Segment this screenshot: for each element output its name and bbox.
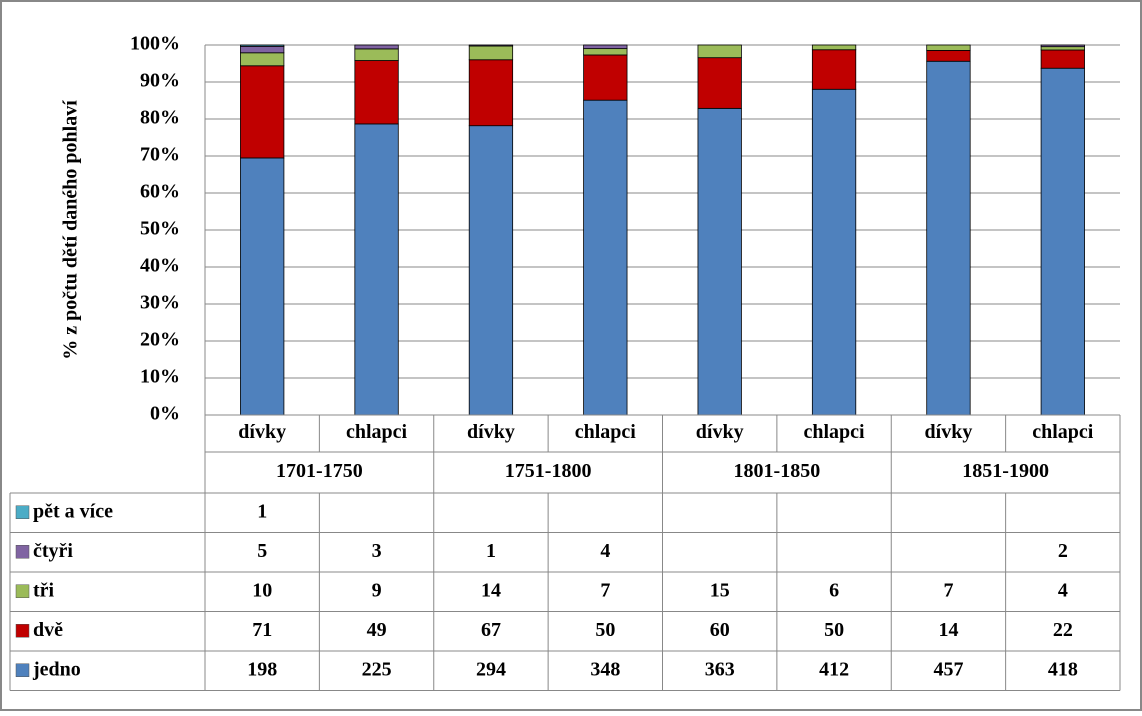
bar-segment <box>354 60 399 125</box>
table-value: 15 <box>710 579 730 601</box>
legend-swatch <box>15 584 30 598</box>
bar-segment <box>240 157 285 416</box>
bar-segment <box>1040 49 1085 69</box>
table-value: 71 <box>252 619 272 641</box>
x-tick-label: dívky <box>467 421 515 443</box>
y-tick-label: 50% <box>140 218 180 240</box>
bar-segment <box>240 45 285 54</box>
legend-label: dvě <box>33 619 63 641</box>
table-value: 4 <box>600 540 610 562</box>
y-tick-label: 70% <box>140 144 180 166</box>
y-tick-label: 40% <box>140 255 180 277</box>
bar-segment <box>1040 44 1085 48</box>
table-value: 1 <box>257 500 267 522</box>
bar-segment <box>354 123 399 416</box>
bar-segment <box>926 60 971 416</box>
table-value: 225 <box>362 658 392 680</box>
bar-segment <box>240 44 285 47</box>
bar-segment <box>811 44 857 51</box>
bar-segment <box>583 99 628 416</box>
bar-segment <box>697 57 742 109</box>
bar-segment <box>354 48 399 61</box>
x-tick-label: chlapci <box>1032 421 1094 443</box>
bar-segment <box>811 49 857 90</box>
bar-segment <box>354 44 399 50</box>
x-tick-label: chlapci <box>575 421 637 443</box>
group-label: 1751-1800 <box>505 460 592 482</box>
table-value: 6 <box>829 579 839 601</box>
table-value: 457 <box>933 658 963 680</box>
table-value: 14 <box>938 619 958 641</box>
bar-segment <box>468 59 514 127</box>
y-tick-label: 80% <box>140 107 180 129</box>
legend-label: pět a více <box>33 500 113 522</box>
table-value: 49 <box>367 619 387 641</box>
x-tick-label: chlapci <box>804 421 866 443</box>
table-value: 50 <box>595 619 615 641</box>
legend-swatch <box>15 545 30 559</box>
table-value: 1 <box>486 540 496 562</box>
table-value: 363 <box>705 658 735 680</box>
table-value: 3 <box>372 540 382 562</box>
group-label: 1851-1900 <box>962 460 1049 482</box>
legend-swatch <box>15 624 30 638</box>
y-tick-label: 10% <box>140 366 180 388</box>
legend-label: tři <box>33 579 55 601</box>
bar-segment <box>697 107 742 416</box>
table-value: 22 <box>1053 619 1073 641</box>
table-value: 9 <box>372 579 382 601</box>
x-tick-label: dívky <box>696 421 744 443</box>
bar-segment <box>1040 67 1085 416</box>
group-label: 1801-1850 <box>734 460 821 482</box>
legend-label: jedno <box>32 658 81 680</box>
table-value: 2 <box>1058 540 1068 562</box>
bar-segment <box>1040 46 1085 51</box>
legend-swatch <box>15 505 30 519</box>
x-tick-label: dívky <box>238 421 286 443</box>
table-value: 7 <box>600 579 610 601</box>
table-value: 348 <box>590 658 620 680</box>
y-tick-label: 30% <box>140 292 180 314</box>
table-value: 294 <box>476 658 506 680</box>
table-value: 4 <box>1058 579 1068 601</box>
table-value: 5 <box>257 540 267 562</box>
x-tick-label: chlapci <box>346 421 408 443</box>
group-label: 1701-1750 <box>276 460 363 482</box>
y-tick-label: 60% <box>140 181 180 203</box>
table-value: 198 <box>247 658 277 680</box>
table-value: 10 <box>252 579 272 601</box>
x-tick-label: dívky <box>925 421 973 443</box>
table-value: 412 <box>819 658 849 680</box>
table-value: 418 <box>1048 658 1078 680</box>
bar-segment <box>811 88 857 416</box>
bar-segment <box>468 44 514 47</box>
bar-segment <box>240 65 285 159</box>
bar-segment <box>583 54 628 101</box>
table-value: 67 <box>481 619 501 641</box>
table-value: 60 <box>710 619 730 641</box>
y-tick-label: 100% <box>130 33 180 55</box>
bar-segment <box>468 45 514 61</box>
y-tick-label: 90% <box>140 70 180 92</box>
bar-segment <box>926 44 971 51</box>
bar-segment <box>926 50 971 62</box>
bar-segment <box>697 44 742 59</box>
table-value: 14 <box>481 579 501 601</box>
y-axis-label: % z počtu dětí daného pohlaví <box>60 100 82 360</box>
y-tick-label: 20% <box>140 329 180 351</box>
bar-segment <box>240 52 285 67</box>
legend-label: čtyři <box>33 540 73 562</box>
table-value: 7 <box>943 579 953 601</box>
table-value: 50 <box>824 619 844 641</box>
bar-segment <box>583 48 628 56</box>
legend-swatch <box>15 663 30 677</box>
y-tick-label: 0% <box>150 403 180 425</box>
bar-segment <box>583 44 628 50</box>
bar-segment <box>468 125 514 416</box>
